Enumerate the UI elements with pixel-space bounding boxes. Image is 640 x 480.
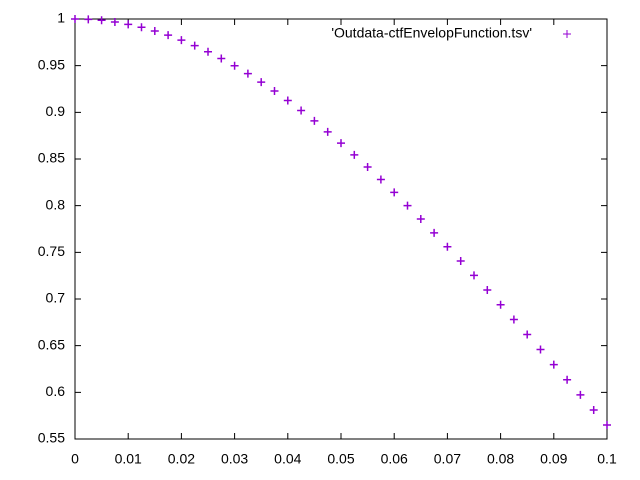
data-point [270, 87, 279, 96]
data-point [323, 127, 332, 136]
data-point [310, 116, 319, 125]
x-tick-label: 0.05 [327, 451, 354, 467]
data-point [549, 360, 558, 369]
x-tick-label: 0.02 [168, 451, 195, 467]
data-point [110, 17, 119, 26]
data-point [363, 163, 372, 172]
x-tick-label: 0.01 [115, 451, 142, 467]
data-point [84, 15, 93, 24]
data-point [376, 175, 385, 184]
data-point [483, 285, 492, 294]
data-point [71, 15, 79, 23]
data-point [297, 106, 306, 115]
data-point [190, 41, 199, 50]
x-tick-label: 0 [71, 451, 79, 467]
data-point [164, 31, 173, 40]
y-tick-label: 1 [57, 10, 65, 26]
data-point [536, 345, 545, 354]
data-point [523, 330, 532, 339]
x-tick-label: 0.06 [381, 451, 408, 467]
data-point [456, 257, 465, 266]
data-point [390, 188, 399, 197]
y-tick-label: 0.8 [46, 196, 66, 212]
data-point [403, 201, 412, 210]
data-point [283, 96, 292, 105]
x-tick-label: 0.03 [221, 451, 248, 467]
x-tick-label: 0.07 [434, 451, 461, 467]
data-point [137, 23, 146, 32]
data-point [603, 421, 611, 429]
data-point [150, 26, 159, 35]
y-tick-label: 0.75 [38, 243, 65, 259]
data-point [243, 69, 252, 78]
data-point [496, 300, 505, 309]
legend-label: 'Outdata-ctfEnvelopFunction.tsv' [331, 25, 532, 41]
data-point [350, 150, 359, 159]
data-point [257, 78, 266, 87]
data-point [563, 375, 572, 384]
data-point [443, 242, 452, 251]
data-point [217, 54, 226, 63]
x-tick-label: 0.08 [487, 451, 514, 467]
x-tick-label: 0.1 [597, 451, 617, 467]
y-tick-label: 0.55 [38, 430, 65, 446]
data-point [177, 36, 186, 45]
x-tick-label: 0.09 [540, 451, 567, 467]
y-tick-label: 0.7 [46, 290, 66, 306]
data-point [509, 315, 518, 324]
x-tick-label: 0.04 [274, 451, 301, 467]
data-point [230, 61, 239, 70]
data-point [204, 47, 212, 56]
y-tick-label: 0.85 [38, 150, 65, 166]
y-tick-label: 0.65 [38, 336, 65, 352]
y-tick-label: 0.95 [38, 56, 65, 72]
data-point [589, 405, 598, 414]
y-tick-label: 0.9 [46, 103, 66, 119]
y-tick-label: 0.6 [46, 383, 66, 399]
data-point [124, 20, 133, 29]
data-point [337, 139, 345, 148]
data-point [416, 215, 425, 224]
data-point [97, 16, 106, 25]
data-point [430, 228, 439, 237]
legend-marker [563, 30, 571, 38]
data-point [576, 390, 585, 399]
data-point [470, 271, 478, 280]
